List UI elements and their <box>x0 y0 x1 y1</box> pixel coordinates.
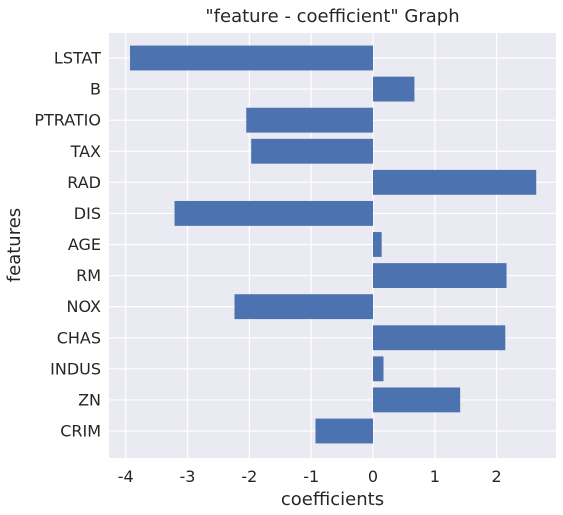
x-tick-label: 2 <box>492 467 502 486</box>
chart-title: "feature - coefficient" Graph <box>205 6 459 27</box>
y-axis-title: features <box>4 208 25 282</box>
y-tick-labels: CRIM ZN INDUS CHAS NOX RM AGE DIS RAD TAX PTRATIO B… <box>34 49 101 441</box>
bars <box>130 45 537 444</box>
x-tick-label: 0 <box>368 467 378 486</box>
y-tick-label: ZN <box>78 390 101 409</box>
y-tick-label: NOX <box>67 297 102 316</box>
plot-area <box>109 33 556 458</box>
bar-indus <box>372 356 384 382</box>
y-tick-label: AGE <box>68 235 101 254</box>
x-axis-title: coefficients <box>281 489 384 510</box>
x-tick-label: 1 <box>430 467 440 486</box>
bar-ptratio <box>246 107 373 133</box>
y-tick-label: TAX <box>70 142 101 161</box>
bar-lstat <box>130 45 373 71</box>
y-tick-label: INDUS <box>50 359 101 378</box>
x-tick-label: -2 <box>241 467 257 486</box>
x-tick-label: -1 <box>303 467 319 486</box>
y-tick-label: CHAS <box>57 328 101 347</box>
bar-crim <box>315 418 373 444</box>
x-tick-label: -3 <box>180 467 196 486</box>
bar-rm <box>372 263 507 289</box>
bar-zn <box>372 387 461 413</box>
y-tick-label: B <box>90 80 101 99</box>
y-tick-label: LSTAT <box>54 49 101 68</box>
bar-chas <box>372 325 506 351</box>
y-tick-label: PTRATIO <box>34 111 101 130</box>
bar-age <box>372 232 382 257</box>
x-tick-label: -4 <box>118 467 134 486</box>
bar-b <box>372 76 415 102</box>
x-tick-labels: -4 -3 -2 -1 0 1 2 <box>118 467 502 486</box>
y-tick-label: DIS <box>74 204 101 223</box>
y-tick-label: RM <box>76 266 101 285</box>
bar-tax <box>251 138 373 164</box>
bar-dis <box>174 200 373 226</box>
y-tick-label: RAD <box>67 173 101 192</box>
bar-nox <box>234 294 373 320</box>
bar-rad <box>372 169 537 195</box>
y-tick-label: CRIM <box>60 422 101 441</box>
